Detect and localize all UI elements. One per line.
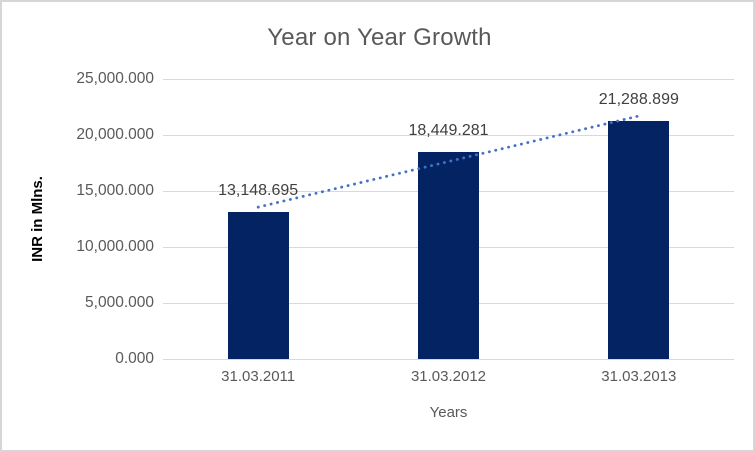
y-tick-label: 0.000 [115,350,154,367]
gridline [163,79,734,80]
x-tick-label: 31.03.2013 [601,368,677,385]
bar-31-03-2012 [418,152,479,359]
x-tick-label: 31.03.2012 [410,368,487,385]
x-tick-label: 31.03.2011 [221,368,296,385]
y-tick-label: 15,000.000 [76,182,154,199]
data-label: 21,288.899 [598,90,679,108]
y-tick-label: 20,000.000 [76,126,154,143]
y-axis-title: INR in Mlns. [29,176,46,262]
bar-31-03-2013 [608,120,670,359]
data-label: 18,449.281 [408,122,489,140]
y-tick-label: 5,000.000 [85,294,154,311]
gridline [163,359,734,360]
data-label: 13,148.695 [218,181,299,199]
y-tick-label: 25,000.000 [76,70,154,87]
bar-31-03-2011 [227,211,289,359]
chart-title: Year on Year Growth [267,24,492,51]
x-axis-title: Years [429,404,468,421]
y-tick-label: 10,000.000 [76,238,154,255]
